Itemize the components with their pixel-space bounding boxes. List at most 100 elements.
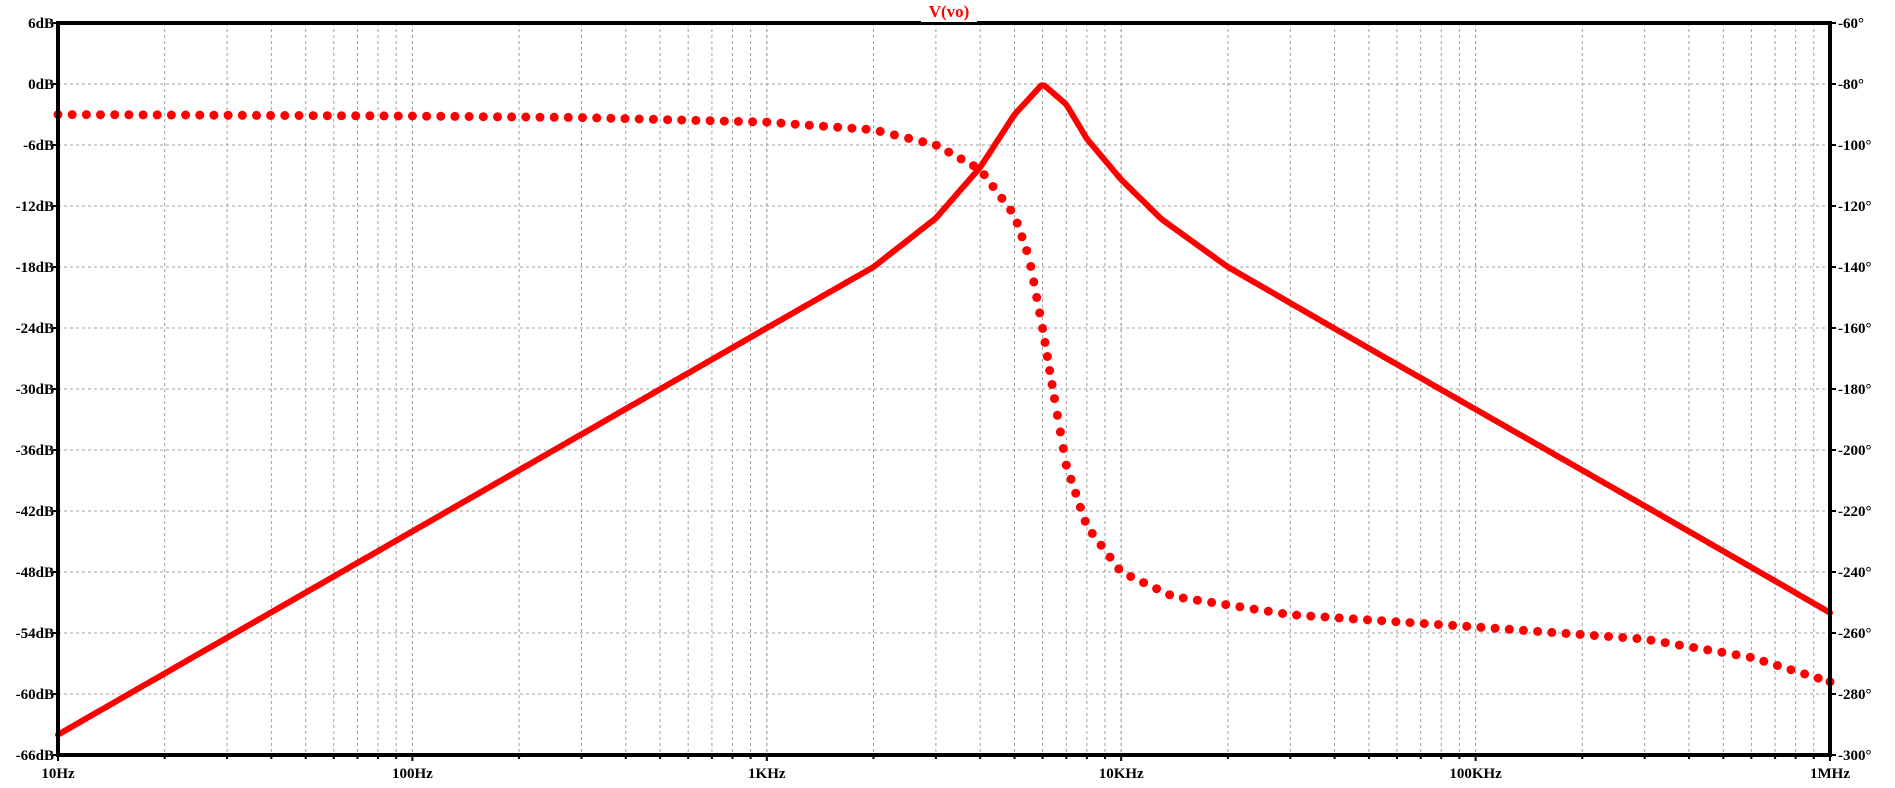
phase-point — [1363, 615, 1372, 625]
y2-tick-label: -80° — [1838, 77, 1864, 93]
phase-point — [1561, 628, 1571, 638]
phase-point — [1249, 604, 1259, 614]
phase-point — [1689, 643, 1699, 652]
series-layer — [53, 82, 1835, 738]
phase-point — [535, 112, 545, 122]
phase-point — [1045, 366, 1055, 375]
phase-point — [1334, 613, 1344, 623]
y-tick-label: -30dB — [16, 382, 54, 398]
phase-point — [1192, 595, 1202, 605]
phase-point — [1114, 564, 1124, 574]
phase-point — [436, 111, 446, 121]
phase-point — [563, 112, 573, 122]
phase-point — [904, 133, 914, 143]
phase-point — [1391, 617, 1401, 627]
phase-point — [1178, 593, 1188, 603]
phase-point — [1278, 609, 1287, 618]
phase-point — [1533, 626, 1543, 636]
phase-point — [1745, 652, 1755, 662]
phase-point — [1731, 650, 1741, 660]
phase-point — [1061, 460, 1071, 470]
y2-tick-label: -280° — [1838, 687, 1872, 703]
phase-point — [1476, 622, 1486, 632]
phase-point — [748, 117, 758, 127]
y-tick-label: -24dB — [16, 321, 54, 337]
y2-tick-label: -140° — [1838, 260, 1872, 276]
phase-point — [1589, 631, 1599, 640]
phase-point — [1026, 262, 1036, 271]
chart-title-background — [921, 2, 977, 22]
y2-tick-label: -260° — [1838, 626, 1872, 642]
phase-point — [691, 115, 701, 125]
phase-point — [81, 110, 91, 120]
phase-point — [733, 116, 743, 126]
chart-title: V(vo) — [929, 2, 970, 21]
phase-point — [1490, 623, 1500, 633]
phase-point — [181, 110, 191, 120]
y-tick-label: -48dB — [16, 565, 54, 581]
phase-point — [422, 111, 432, 121]
phase-point — [719, 116, 729, 126]
phase-point — [549, 112, 559, 122]
phase-point — [1029, 277, 1039, 287]
phase-point — [762, 117, 772, 127]
chart-title-group: V(vo) — [921, 2, 977, 22]
phase-point — [1786, 665, 1796, 675]
phase-point — [847, 123, 857, 133]
tick-layer: 10Hz 100Hz 1KHz 10KHz 100KHz 1MHz 6dB 0dB -6dB -1… — [16, 16, 1872, 782]
phase-point — [1139, 578, 1149, 588]
phase-point — [1221, 600, 1231, 610]
y2-tick-label: -120° — [1838, 199, 1872, 215]
phase-point — [1058, 444, 1068, 453]
phase-point — [944, 147, 954, 157]
x-tick-label: 10Hz — [41, 766, 75, 782]
phase-point — [861, 124, 871, 134]
phase-point — [997, 193, 1007, 203]
phase-point — [1419, 619, 1429, 628]
phase-point — [1105, 552, 1115, 562]
y-tick-label: 6dB — [28, 16, 54, 32]
y2-tick-label: -180° — [1838, 382, 1872, 398]
phase-point — [379, 111, 389, 121]
phase-point — [1066, 474, 1076, 484]
phase-point — [507, 112, 517, 122]
phase-point — [790, 119, 800, 129]
phase-point — [1075, 502, 1085, 512]
phase-point — [578, 113, 587, 123]
phase-point — [1575, 629, 1585, 639]
phase-point — [1759, 656, 1769, 666]
y2-tick-label: -200° — [1838, 443, 1872, 459]
y2-tick-label: -160° — [1838, 321, 1872, 337]
phase-point — [1263, 606, 1273, 616]
phase-point — [1448, 620, 1458, 630]
phase-point — [1604, 632, 1613, 641]
y-tick-label: -18dB — [16, 260, 54, 276]
phase-point — [889, 130, 899, 140]
phase-point — [1674, 640, 1684, 650]
phase-point — [634, 114, 644, 124]
phase-point — [1087, 528, 1097, 538]
phase-point — [110, 110, 120, 120]
phase-point — [1703, 645, 1713, 655]
phase-point — [1646, 635, 1656, 645]
phase-point — [1547, 627, 1557, 637]
phase-point — [407, 111, 417, 121]
phase-point — [648, 114, 658, 124]
magnitude-line — [55, 82, 1833, 738]
phase-point — [1207, 597, 1217, 607]
phase-point — [1518, 625, 1528, 635]
y-tick-label: -12dB — [16, 199, 54, 215]
phase-point — [294, 111, 304, 120]
phase-point — [266, 110, 276, 120]
phase-point — [988, 182, 998, 191]
phase-point — [96, 110, 105, 120]
phase-point — [152, 110, 162, 120]
phase-point — [464, 112, 474, 121]
phase-point — [1080, 516, 1090, 526]
phase-point — [1126, 572, 1136, 581]
phase-point — [138, 110, 148, 120]
phase-point — [1618, 633, 1628, 642]
phase-point — [1377, 616, 1387, 626]
x-tick-label: 100Hz — [392, 766, 433, 782]
